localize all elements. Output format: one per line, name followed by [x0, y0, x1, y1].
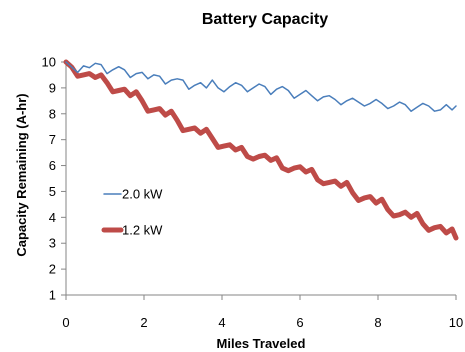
- y-tick-label: 2: [49, 262, 56, 277]
- y-axis-label: Capacity Remaining (A-hr): [14, 93, 29, 256]
- x-tick-label: 4: [218, 315, 225, 330]
- y-tick-label: 9: [49, 80, 56, 95]
- x-tick-label: 0: [62, 315, 69, 330]
- series-line-1-2-kw: [63, 59, 459, 241]
- y-tick-label: 8: [49, 106, 56, 121]
- series-layer: [63, 59, 459, 241]
- y-tick-label: 3: [49, 236, 56, 251]
- y-tick-label: 1: [49, 288, 56, 303]
- legend-label-1-2-kw: 1.2 kW: [122, 223, 163, 238]
- y-tick-label: 4: [49, 210, 56, 225]
- x-tick-label: 6: [296, 315, 303, 330]
- x-tick-label: 10: [449, 315, 463, 330]
- x-axis-label: Miles Traveled: [217, 336, 306, 351]
- x-tick-label: 8: [374, 315, 381, 330]
- x-tick-label: 2: [140, 315, 147, 330]
- y-tick-label: 7: [49, 132, 56, 147]
- legend-label-2-0-kw: 2.0 kW: [122, 187, 163, 202]
- series-line-2-0-kw: [65, 61, 457, 112]
- ticks: 1 2 3 4 5 6 7 8 9 10 0 2 4 6 8 10: [42, 55, 464, 331]
- y-tick-label: 5: [49, 184, 56, 199]
- y-tick-label: 6: [49, 158, 56, 173]
- chart-title: Battery Capacity: [202, 11, 328, 28]
- y-tick-label: 10: [42, 55, 56, 70]
- axes: [65, 62, 456, 296]
- legend: 2.0 kW 1.2 kW: [101, 187, 163, 238]
